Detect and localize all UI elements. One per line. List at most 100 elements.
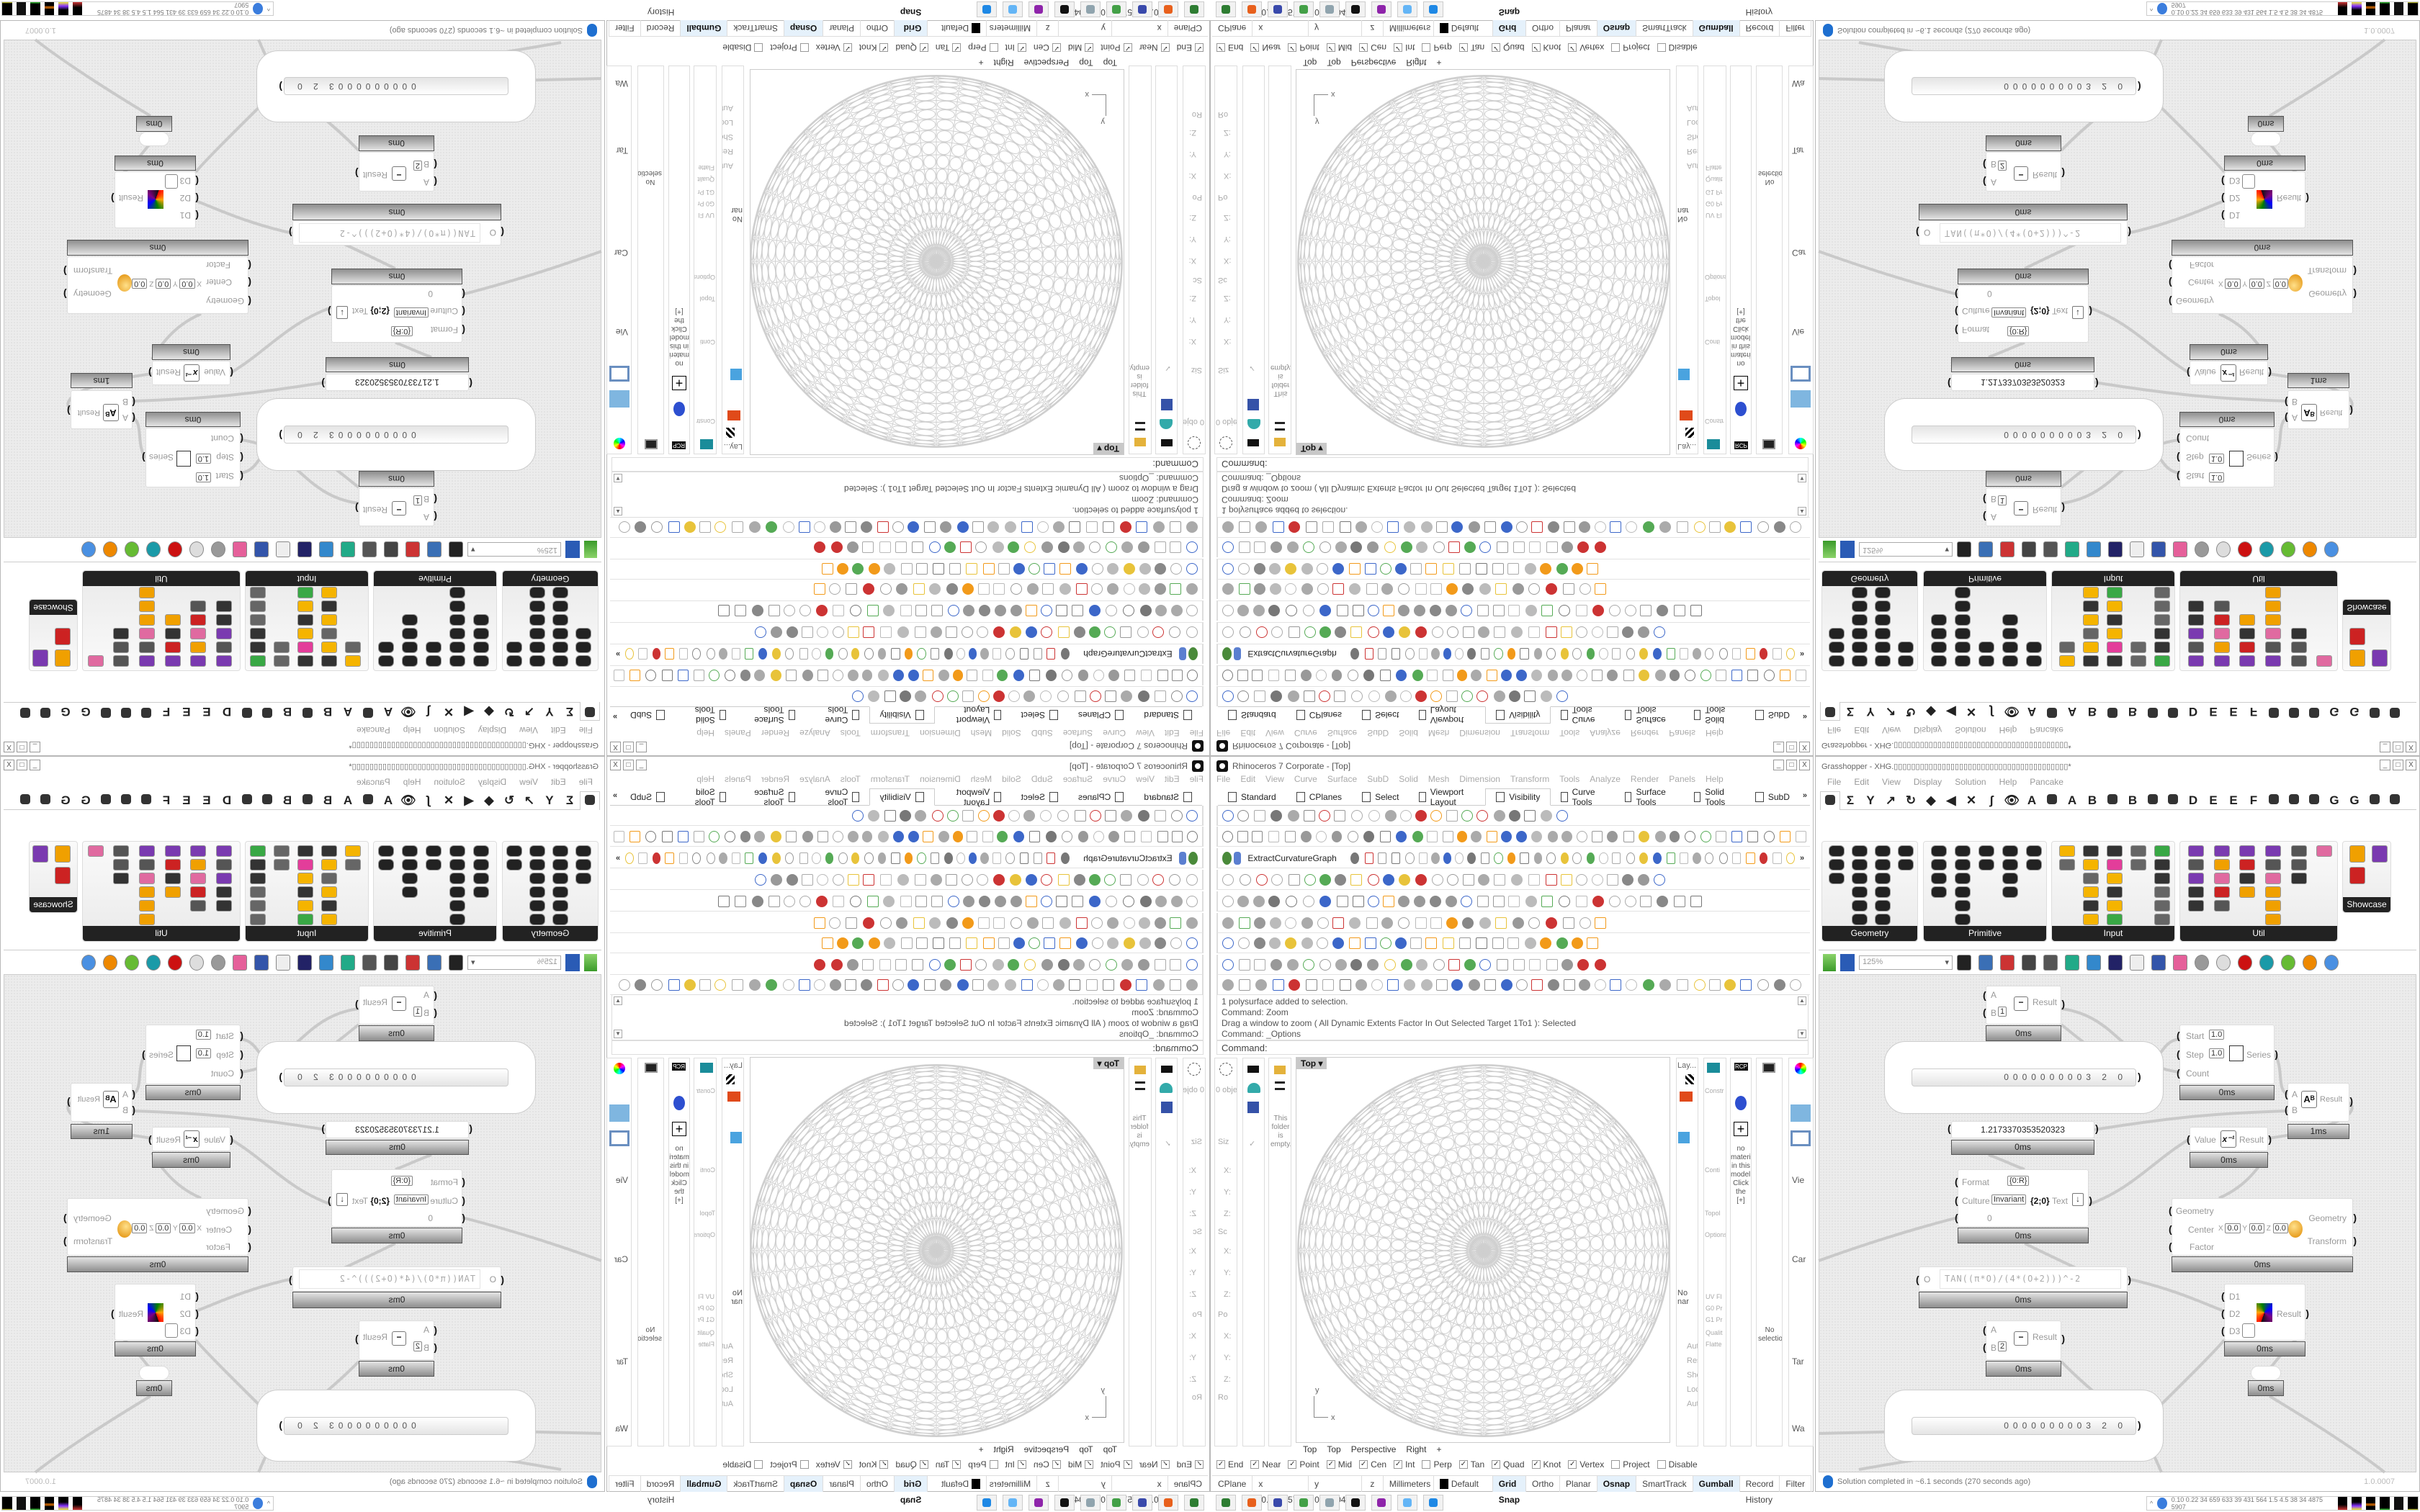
toolbar-icon[interactable] <box>665 852 674 864</box>
toolbar-icon[interactable] <box>1572 937 1583 949</box>
toolbar-icon[interactable] <box>1222 670 1233 682</box>
checkbox[interactable]: ✓ <box>1216 43 1225 52</box>
toolbar-icon[interactable] <box>1186 978 1198 991</box>
input-format[interactable]: Format <box>430 1177 458 1187</box>
toolbar-icon[interactable] <box>1546 852 1556 864</box>
minimize-button[interactable]: _ <box>2380 760 2390 770</box>
toolbar-icon[interactable] <box>1364 852 1373 864</box>
toolbar-icon[interactable] <box>1685 670 1696 682</box>
toolbar-icon[interactable] <box>1546 873 1557 886</box>
number-slider-1[interactable]: 0000000003 2 0 <box>1912 426 2136 444</box>
viewport-tab[interactable]: Top <box>1103 1444 1117 1454</box>
toolbar-icon[interactable] <box>1005 852 1015 864</box>
scroll-icon[interactable] <box>1080 1495 1101 1511</box>
scroll-down-button[interactable]: ▼ <box>1798 1030 1806 1038</box>
toolbar-icon[interactable] <box>1495 917 1507 929</box>
toolbar-icon[interactable] <box>1093 830 1105 842</box>
center-z[interactable]: 0.0 <box>132 1223 148 1233</box>
toolbar-icon[interactable] <box>1380 563 1392 575</box>
checkbox[interactable] <box>754 1460 763 1469</box>
toolbar-icon[interactable] <box>1415 917 1427 929</box>
component-icon[interactable] <box>2082 873 2099 884</box>
toolbar-icon[interactable] <box>699 978 711 991</box>
toolbar-icon[interactable] <box>771 830 782 842</box>
toolbar-icon[interactable] <box>1410 563 1422 575</box>
component-icon[interactable] <box>1954 873 1971 884</box>
toolbar-icon[interactable] <box>993 873 1005 886</box>
output-result[interactable]: Result <box>2277 1309 2302 1319</box>
toolbar-icon[interactable] <box>1513 541 1525 554</box>
viewport-tab[interactable]: Perspective <box>1350 58 1397 68</box>
toolbar-icon[interactable] <box>1288 690 1299 703</box>
tabs-overflow-button[interactable]: » <box>1802 712 1807 721</box>
toolbar-icon[interactable] <box>1303 541 1314 554</box>
toolbar-icon[interactable] <box>1254 583 1265 595</box>
toolbar-icon[interactable] <box>1368 873 1379 886</box>
toolbar-icon[interactable] <box>1286 895 1297 907</box>
close-button[interactable]: X <box>1799 742 1810 752</box>
toolbar-icon[interactable] <box>847 958 859 971</box>
gh-tab[interactable]: A <box>2027 793 2037 807</box>
toolbar-icon[interactable] <box>1401 958 1412 971</box>
toolbar-icon[interactable] <box>1337 605 1348 617</box>
toolbar-icon[interactable] <box>1607 830 1618 842</box>
option-label[interactable]: Aut <box>1687 104 1698 112</box>
toolbar-icon[interactable] <box>1383 873 1394 886</box>
input-d3[interactable]: D3 <box>179 1326 191 1336</box>
status-ortho[interactable]: Ortho <box>1526 20 1561 37</box>
status-osnap[interactable]: Osnap <box>1597 20 1637 37</box>
toolbar-icon[interactable] <box>1301 917 1313 929</box>
bake-icon[interactable] <box>2022 954 2036 971</box>
help-icon[interactable] <box>1735 1096 1747 1110</box>
toolbar-icon[interactable] <box>1121 809 1132 822</box>
toolbar-icon[interactable] <box>1477 895 1489 907</box>
toolbar-icon[interactable] <box>1432 626 1443 639</box>
toolbar-icon[interactable] <box>1694 978 1706 991</box>
camera-icon[interactable] <box>700 1063 713 1073</box>
menu-item[interactable]: View <box>1136 774 1155 784</box>
toolbar-icon[interactable] <box>817 830 828 842</box>
checkbox[interactable]: ✓ <box>879 1460 889 1469</box>
toolbar-icon[interactable] <box>1509 809 1520 822</box>
toolbar-icon[interactable] <box>1724 978 1736 991</box>
toolbar-icon[interactable] <box>1028 937 1040 949</box>
toolbar-icon[interactable] <box>1270 809 1282 822</box>
toolbar-icon[interactable] <box>978 917 990 929</box>
toolbar-icon[interactable] <box>1757 521 1769 534</box>
toolbar-icon[interactable] <box>1520 648 1529 660</box>
toolbar-icon[interactable] <box>1332 917 1344 929</box>
status-ortho[interactable]: Ortho <box>859 1475 894 1492</box>
menu-item[interactable]: View <box>1265 774 1284 784</box>
toolbar-icon[interactable] <box>1273 978 1284 991</box>
cplane-label[interactable]: CPlane <box>1212 20 1253 37</box>
toolbar-icon[interactable] <box>1638 670 1649 682</box>
toolbar-icon[interactable] <box>1501 978 1512 991</box>
toolbar-icon[interactable] <box>1355 521 1367 534</box>
toolbar-icon[interactable] <box>1123 895 1134 907</box>
input-center[interactable]: Center <box>205 1225 232 1235</box>
component-icon[interactable] <box>2239 859 2256 870</box>
toolbar-icon[interactable] <box>1540 563 1551 575</box>
toolbar-icon[interactable] <box>900 809 911 822</box>
component-icon[interactable] <box>1978 845 1994 857</box>
toolbar-icon[interactable] <box>758 852 768 864</box>
memory-graph-icon[interactable] <box>58 1497 68 1510</box>
toolbar-icon[interactable] <box>1412 830 1423 842</box>
memory-graph-icon[interactable] <box>2352 1497 2362 1510</box>
toolbar-icon[interactable] <box>1005 978 1016 991</box>
toolbar-icon[interactable] <box>1560 852 1569 864</box>
toolbar-icon[interactable] <box>1124 830 1136 842</box>
toolbar-icon[interactable] <box>1240 873 1251 886</box>
floppy-64-icon[interactable] <box>1132 1495 1152 1511</box>
current-layer[interactable]: Default <box>1433 20 1493 37</box>
component-icon[interactable] <box>2058 859 2075 870</box>
help-book-icon[interactable] <box>1247 399 1259 410</box>
toolbar-icon[interactable] <box>1513 958 1525 971</box>
toolbar-icon[interactable] <box>1222 978 1234 991</box>
toolbar-icon[interactable] <box>884 937 895 949</box>
toolbar-icon[interactable] <box>1124 937 1135 949</box>
status-gumball[interactable]: Gumball <box>1693 20 1740 37</box>
toolbar-icon[interactable] <box>1592 873 1603 886</box>
menu-item[interactable]: Render <box>1630 774 1659 784</box>
menu-item[interactable]: SubD <box>1367 774 1389 784</box>
